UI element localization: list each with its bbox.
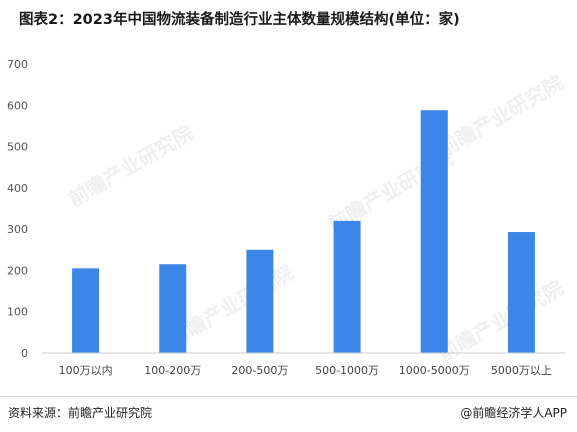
- credit-note: @前瞻经济学人APP: [460, 406, 567, 420]
- x-tick-label: 500-1000万: [315, 364, 379, 377]
- footer-divider: [0, 396, 577, 397]
- bar: [159, 264, 187, 353]
- x-tick-label: 1000-5000万: [399, 364, 470, 377]
- bar-chart: 0 100 200 300 400 500 600 700 100万以内 100-200万 200…: [7, 58, 565, 377]
- y-axis: 0 100 200 300 400 500 600 700: [7, 58, 28, 360]
- y-tick-label: 600: [7, 99, 28, 112]
- x-axis: 100万以内 100-200万 200-500万 500-1000万 1000-5000…: [59, 363, 552, 377]
- source-note: 资料来源：前瞻产业研究院: [8, 406, 153, 420]
- y-tick-label: 300: [7, 223, 28, 236]
- y-tick-label: 500: [7, 141, 28, 154]
- y-tick-label: 0: [21, 347, 28, 360]
- bar: [420, 110, 448, 354]
- bar: [246, 249, 274, 353]
- bar: [333, 220, 361, 353]
- y-tick-label: 100: [7, 306, 28, 319]
- x-tick-label: 100万以内: [59, 363, 113, 377]
- bar: [72, 268, 100, 353]
- y-tick-label: 700: [7, 58, 28, 71]
- x-tick-label: 200-500万: [231, 364, 288, 377]
- x-tick-label: 100-200万: [144, 364, 201, 377]
- bars: [72, 110, 535, 354]
- y-tick-label: 400: [7, 182, 28, 195]
- y-tick-label: 200: [7, 264, 28, 277]
- bar: [507, 232, 535, 353]
- chart-title: 图表2：2023年中国物流装备制造行业主体数量规模结构(单位：家): [19, 12, 460, 28]
- x-tick-label: 5000万以上: [491, 364, 552, 377]
